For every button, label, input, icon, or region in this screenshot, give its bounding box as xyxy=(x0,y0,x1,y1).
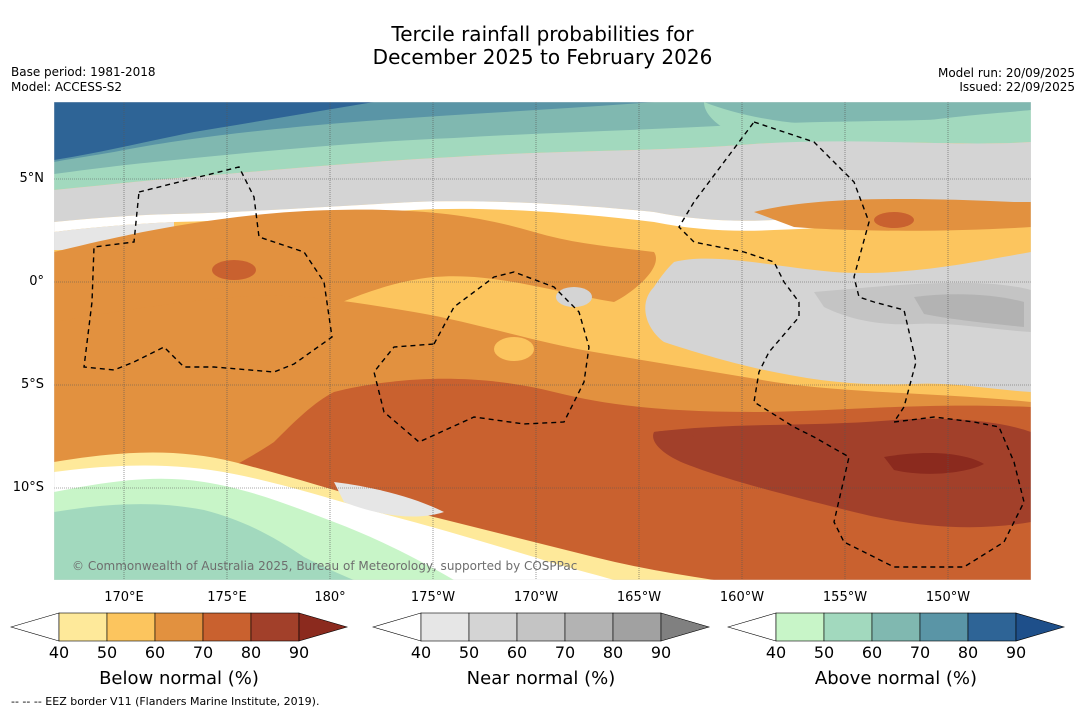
cb-near-tick: 50 xyxy=(458,643,480,662)
colorbar-near-bin-40-50 xyxy=(420,612,470,642)
blob-below-50 xyxy=(494,337,534,361)
colorbar-below-bin-40-50 xyxy=(58,612,108,642)
colorbar-above-title: Above normal (%) xyxy=(814,668,978,689)
colorbar-below-bin-60-70 xyxy=(154,612,204,642)
model-run-label: Model run: 20/09/2025 xyxy=(937,66,1075,80)
eez-border-line-islands xyxy=(678,121,1025,568)
region-below-80-core xyxy=(653,418,1031,528)
blob-below-70 xyxy=(212,260,256,280)
cb-near-tick: 80 xyxy=(602,643,624,662)
lon-label-160w: 160°W xyxy=(719,590,765,605)
lat-label-5s: 5°S xyxy=(20,377,44,392)
lon-label-155w: 155°W xyxy=(822,590,868,605)
cb-near-tick: 40 xyxy=(410,643,432,662)
colorbar-below-arrow-right xyxy=(298,612,349,642)
colorbar-near-normal xyxy=(372,612,711,642)
eez-footnote: -- -- -- EEZ border V11 (Flanders Marine… xyxy=(11,695,320,708)
colorbar-near-bin-80-90 xyxy=(612,612,662,642)
colorbar-above-arrow-left xyxy=(727,612,777,642)
colorbar-above-normal xyxy=(727,612,1066,642)
region-near-40-south xyxy=(334,482,444,517)
cb-above-tick: 70 xyxy=(909,643,931,662)
lon-label-165w: 165°W xyxy=(616,590,662,605)
cb-below-tick: 50 xyxy=(96,643,118,662)
colorbar-near-arrow-right xyxy=(660,612,711,642)
map-title-line1: Tercile rainfall probabilities for xyxy=(391,22,694,46)
lon-label-175e: 175°E xyxy=(207,590,247,605)
lon-label-170w: 170°W xyxy=(513,590,559,605)
region-near-50-north xyxy=(54,141,1031,222)
cb-below-tick: 70 xyxy=(192,643,214,662)
cb-above-tick: 80 xyxy=(957,643,979,662)
region-above-80 xyxy=(54,102,374,160)
base-period-label: Base period: 1981-2018 xyxy=(11,65,156,79)
colorbar-above-arrow-right xyxy=(1015,612,1066,642)
eez-borders xyxy=(83,121,1025,568)
cb-below-tick: 40 xyxy=(48,643,70,662)
region-near-70-east xyxy=(914,294,1024,327)
lon-label-180: 180° xyxy=(314,590,346,605)
lon-label-170e: 170°E xyxy=(104,590,144,605)
colorbar-near-bin-60-70 xyxy=(516,612,566,642)
colorbar-near-arrow-left xyxy=(372,612,422,642)
region-below-90-core xyxy=(884,452,984,474)
lon-label-150w: 150°W xyxy=(925,590,971,605)
colorbar-above-bin-50-60 xyxy=(823,612,873,642)
copyright-notice: © Commonwealth of Australia 2025, Bureau… xyxy=(72,559,577,573)
region-above-60-south xyxy=(54,504,354,580)
colorbar-above-bin-60-70 xyxy=(871,612,921,642)
colorbar-below-arrow-left xyxy=(10,612,60,642)
rainfall-probability-map[interactable]: © Commonwealth of Australia 2025, Bureau… xyxy=(54,102,1031,580)
colorbar-below-bin-80-90 xyxy=(250,612,300,642)
lat-label-10s: 10°S xyxy=(12,480,44,495)
cb-near-tick: 60 xyxy=(506,643,528,662)
colorbar-above-bin-70-80 xyxy=(919,612,969,642)
map-gridlines xyxy=(54,102,1031,580)
colorbar-below-normal xyxy=(10,612,349,642)
blob-below-70-ne xyxy=(874,212,914,228)
eez-border-kiribati-gilbert xyxy=(83,166,333,373)
lat-label-5n: 5°N xyxy=(19,171,45,186)
region-above-50-east xyxy=(704,102,1031,144)
colorbar-above-bin-80-90 xyxy=(967,612,1017,642)
colorbar-above-bin-40-50 xyxy=(775,612,825,642)
white-contour-north xyxy=(54,201,1031,232)
cb-near-tick: 70 xyxy=(554,643,576,662)
cb-above-tick: 50 xyxy=(813,643,835,662)
eez-border-phoenix xyxy=(373,271,590,443)
lon-label-175w: 175°W xyxy=(410,590,456,605)
map-title-line2: December 2025 to February 2026 xyxy=(372,45,713,69)
cb-near-tick: 90 xyxy=(650,643,672,662)
lat-label-0: 0° xyxy=(29,274,44,289)
blob-near-50 xyxy=(556,287,592,307)
colorbar-below-bin-70-80 xyxy=(202,612,252,642)
colorbar-below-title: Below normal (%) xyxy=(99,668,259,689)
region-below-80-small xyxy=(654,430,697,448)
issued-label: Issued: 22/09/2025 xyxy=(959,80,1075,94)
colorbar-below-bin-50-60 xyxy=(106,612,156,642)
cb-above-tick: 60 xyxy=(861,643,883,662)
colorbar-near-bin-70-80 xyxy=(564,612,614,642)
cb-below-tick: 80 xyxy=(240,643,262,662)
colorbar-near-bin-50-60 xyxy=(468,612,518,642)
cb-above-tick: 90 xyxy=(1005,643,1027,662)
colorbar-near-title: Near normal (%) xyxy=(466,668,616,689)
cb-above-tick: 40 xyxy=(765,643,787,662)
cb-below-tick: 90 xyxy=(288,643,310,662)
cb-below-tick: 60 xyxy=(144,643,166,662)
model-label: Model: ACCESS-S2 xyxy=(11,80,123,94)
